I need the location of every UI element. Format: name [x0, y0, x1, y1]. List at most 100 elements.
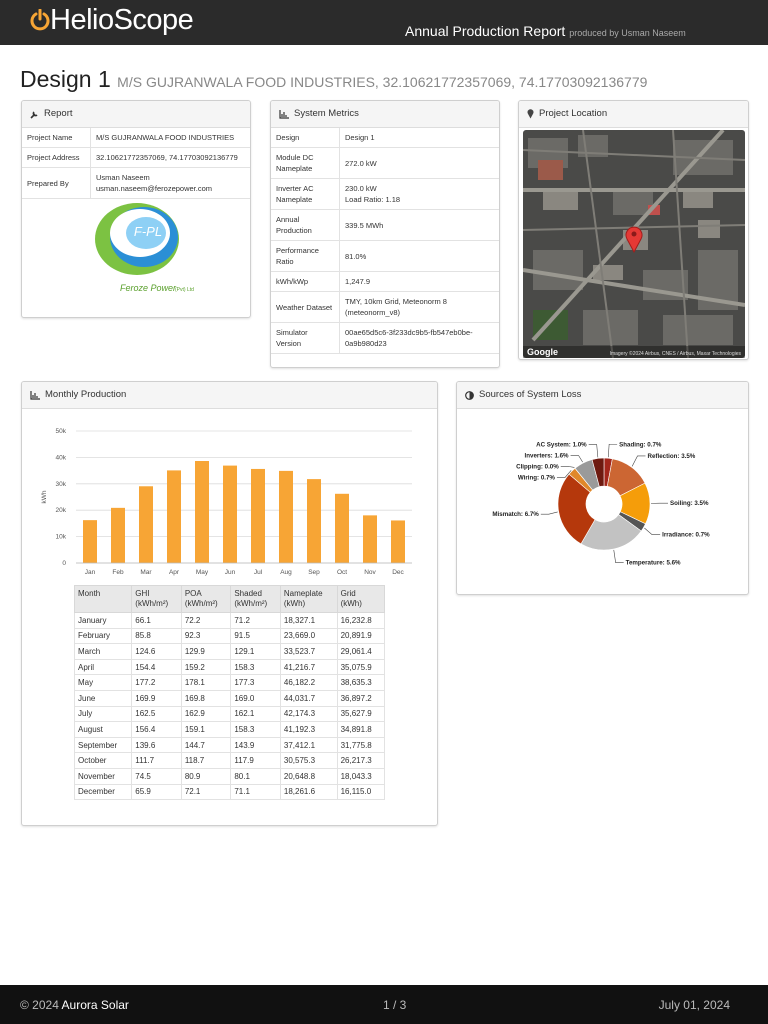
table-row: Simulator Version 00ae65d5c6-3f233dc9b5-f…: [271, 322, 499, 354]
x-tick-label: Sep: [308, 569, 320, 576]
report-title-text: Annual Production Report: [405, 23, 566, 39]
table-cell: 34,891.8: [336, 721, 386, 738]
x-tick-label: Dec: [392, 569, 404, 576]
slice-label: Mismatch: 6.7%: [492, 511, 539, 518]
table-cell: 139.6: [131, 736, 182, 754]
bar: [363, 515, 377, 563]
copyright: © 2024 Aurora Solar: [20, 998, 129, 1012]
row-label: Prepared By: [22, 167, 91, 199]
slice-label: Soiling: 3.5%: [670, 500, 709, 507]
table-cell: 29,061.4: [336, 643, 386, 660]
table-cell: 143.9: [230, 736, 281, 754]
table-cell: October: [73, 752, 133, 769]
table-cell: 18,043.3: [336, 767, 386, 785]
value-line: Design 1: [345, 133, 375, 142]
top-bar: HelioScope Annual Production Report prod…: [0, 0, 768, 45]
header-row: Month GHI (kWh/m²) POA (kWh/m²) Shaded (kWh/m²…: [73, 585, 386, 613]
panel-header: Project Location: [519, 101, 748, 128]
table-row: Performance Ratio 81.0%: [271, 240, 499, 272]
table-cell: 158.3: [230, 721, 281, 738]
row-value: 230.0 kW Load Ratio: 1.18: [339, 178, 499, 210]
logo-suffix: (Pvt) Ltd: [175, 287, 194, 293]
value-line: 1,247.9: [345, 277, 371, 286]
value-line: 81.0%: [345, 251, 367, 261]
row-value: Usman Naseem usman.naseem@ferozepower.com: [90, 167, 250, 199]
bar: [195, 461, 209, 563]
logo-caption: Feroze Power: [120, 283, 177, 293]
column-header: Nameplate (kWh): [279, 585, 338, 613]
table-cell: 144.7: [180, 736, 232, 754]
table-cell: 85.8: [131, 627, 182, 645]
panel-title: Sources of System Loss: [479, 389, 582, 400]
x-tick-label: Oct: [337, 569, 347, 576]
table-cell: 26,217.3: [336, 752, 386, 769]
table-cell: 36,897.2: [336, 689, 386, 707]
table-cell: 117.9: [230, 752, 281, 769]
x-tick-label: Jun: [225, 569, 236, 576]
header-line: (kWh): [283, 599, 306, 608]
table-cell: May: [73, 674, 133, 691]
table-row: November 74.5 80.9 80.1 20,648.8 18,043.3: [73, 767, 386, 785]
header-line: Month: [78, 589, 101, 598]
slice-label: Inverters: 1.6%: [525, 453, 570, 460]
row-label: Design: [271, 128, 340, 148]
slice-label: AC System: 1.0%: [536, 442, 587, 449]
bar: [167, 470, 181, 563]
chart-icon: [30, 390, 40, 400]
table-cell: 65.9: [131, 783, 182, 801]
table-cell: 41,216.7: [279, 658, 338, 676]
value-line: 339.5 MWh: [345, 220, 384, 230]
table-cell: February: [73, 627, 133, 645]
table-cell: August: [73, 721, 133, 738]
table-cell: 159.1: [180, 721, 232, 738]
table-cell: 80.1: [230, 767, 281, 785]
table-cell: November: [73, 767, 133, 785]
column-header: Grid (kWh): [336, 585, 386, 613]
table-cell: 178.1: [180, 674, 232, 691]
table-row: January 66.1 72.2 71.2 18,327.1 16,232.8: [73, 612, 386, 629]
table-cell: 71.2: [230, 612, 281, 629]
table-cell: 44,031.7: [279, 689, 338, 707]
table-cell: 162.1: [230, 705, 281, 723]
design-subtitle: M/S GUJRANWALA FOOD INDUSTRIES, 32.10621…: [117, 74, 648, 90]
bar: [139, 486, 153, 563]
row-value: 339.5 MWh: [339, 209, 499, 241]
table-row: Weather Dataset TMY, 10km Grid, Meteonorm…: [271, 291, 499, 323]
panel-title: Report: [44, 108, 73, 119]
chart-icon: [279, 109, 289, 119]
slice-label: Shading: 0.7%: [619, 441, 662, 448]
header-line: Shaded: [234, 589, 262, 598]
header-line: Nameplate: [283, 589, 323, 598]
row-value: Design 1: [339, 128, 499, 148]
table-row: June 169.9 169.8 169.0 44,031.7 36,897.2: [73, 689, 386, 707]
table-cell: 18,327.1: [279, 612, 338, 629]
row-value: M/S GUJRANWALA FOOD INDUSTRIES: [90, 128, 250, 148]
table-cell: 177.3: [230, 674, 281, 691]
monthly-chart: 0 10k 20k 30k 40k 50k kWh Jan Feb Mar Apr May Jun Jul…: [41, 428, 412, 576]
location-panel: Project Location Google Imagery ©2024 Ai…: [518, 100, 749, 360]
table-cell: 162.5: [131, 705, 182, 723]
row-value: TMY, 10km Grid, Meteonorm 8 (meteonorm_v…: [339, 291, 499, 323]
table-row: kWh/kWp 1,247.9: [271, 271, 499, 292]
y-tick-label: 30k: [56, 481, 67, 488]
table-row: September 139.6 144.7 143.9 37,412.1 31,775.8: [73, 736, 386, 754]
header-line: (kWh/m²): [135, 599, 169, 608]
table-row: Inverter AC Nameplate 230.0 kW Load Ratio:…: [271, 178, 499, 210]
table-cell: 129.9: [180, 643, 232, 660]
pie-icon: [465, 390, 474, 400]
header-line: Grid: [340, 589, 356, 598]
row-value: 81.0%: [339, 240, 499, 272]
value-line: Usman Naseem: [96, 173, 150, 182]
table-cell: 33,523.7: [279, 643, 338, 660]
bar: [83, 520, 97, 563]
table-cell: 38,635.3: [336, 674, 386, 691]
panel-title: Monthly Production: [45, 389, 127, 400]
table-cell: 80.9: [180, 767, 232, 785]
slice-label: Irradiance: 0.7%: [662, 532, 710, 539]
column-header: Month: [73, 585, 133, 613]
row-value: 00ae65d5c6-3f233dc9b5-fb547eb0be-0a9b980…: [339, 322, 499, 354]
bar: [279, 470, 293, 563]
table-cell: January: [73, 612, 133, 629]
row-label: Project Name: [22, 128, 91, 148]
table-cell: 16,232.8: [336, 612, 386, 629]
